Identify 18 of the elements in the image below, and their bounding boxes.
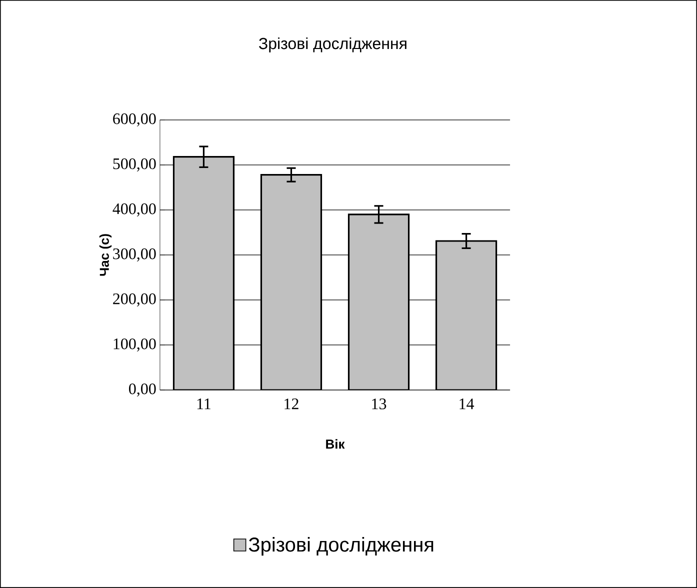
y-tick-label: 300,00 bbox=[113, 248, 156, 262]
bar bbox=[174, 156, 234, 390]
y-tick-label: 100,00 bbox=[114, 338, 156, 352]
x-tick-label: 14 bbox=[460, 398, 474, 410]
y-tick-label: 400,00 bbox=[112, 203, 156, 217]
bar bbox=[261, 174, 322, 390]
chart-title: Зрізові дослідження bbox=[258, 37, 406, 52]
text: Зрізові дослідження bbox=[248, 537, 434, 556]
x-axis-title: Вік bbox=[326, 439, 345, 449]
x-tick-label: 13 bbox=[372, 398, 386, 410]
bar bbox=[348, 214, 409, 390]
y-tick-label: 500,00 bbox=[113, 158, 156, 172]
y-tick-label: 600,00 bbox=[113, 113, 156, 126]
x-tick-label: 12 bbox=[284, 398, 298, 410]
y-axis-title: Час (с) bbox=[99, 234, 112, 276]
y-tick-label: 0,00 bbox=[129, 383, 156, 397]
y-tick-label: 200,00 bbox=[113, 293, 156, 307]
x-tick-label: 11 bbox=[197, 398, 210, 410]
